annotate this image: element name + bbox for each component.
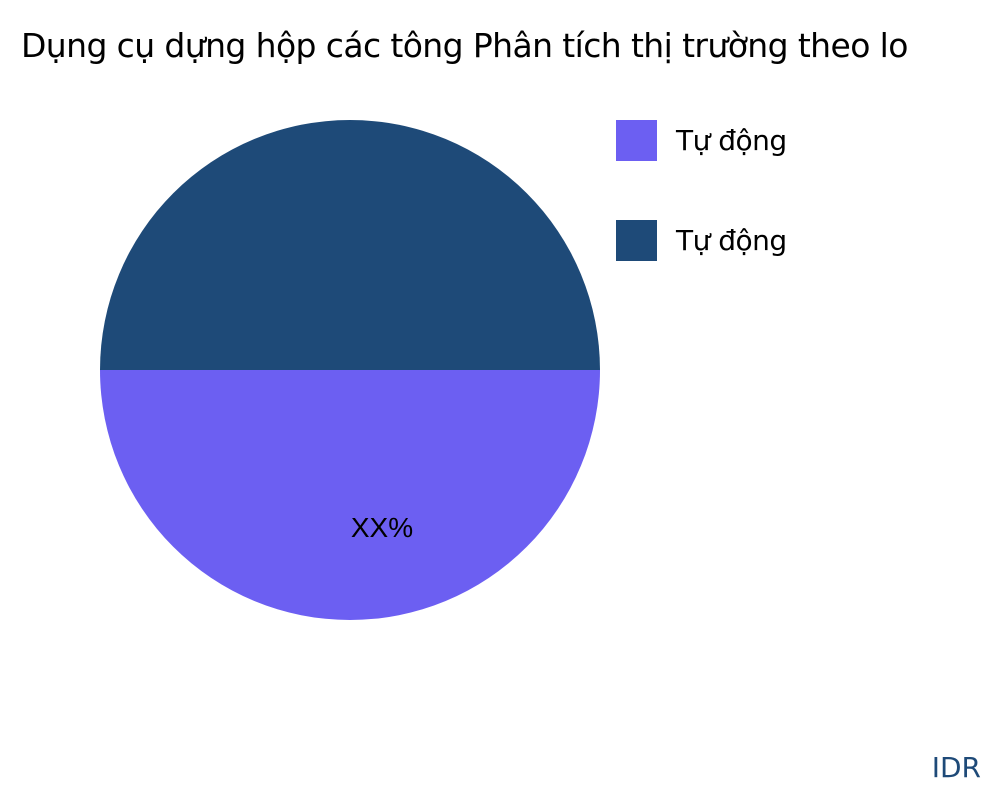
slice-data-label: XX% xyxy=(351,512,413,543)
pie-slice xyxy=(100,370,600,620)
legend-item: Tự động xyxy=(616,120,787,161)
legend-swatch xyxy=(616,120,657,161)
legend-swatch xyxy=(616,220,657,261)
legend-label: Tự động xyxy=(676,224,787,257)
chart-title: Dụng cụ dựng hộp các tông Phân tích thị … xyxy=(21,26,908,65)
legend-item: Tự động xyxy=(616,220,787,261)
brand-logo: IDR xyxy=(931,751,981,784)
legend-label: Tự động xyxy=(676,124,787,157)
pie-slice xyxy=(100,120,600,370)
